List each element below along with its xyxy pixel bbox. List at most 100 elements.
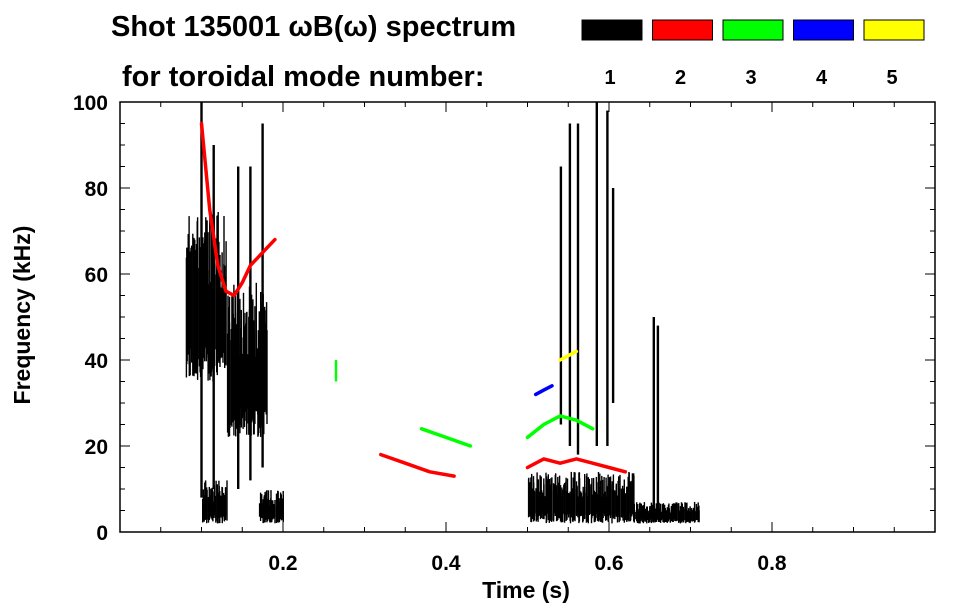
mode-1-feature-1-stroke-2 <box>227 307 230 437</box>
mode-1-feature-5-stroke-5 <box>637 509 639 523</box>
mode-1-feature-4-stroke-88 <box>582 486 584 518</box>
y-tick-label-0: 0 <box>96 522 108 545</box>
mode-1-feature-4-stroke-5 <box>530 482 533 523</box>
mode-1-feature-4-stroke-136 <box>612 474 615 519</box>
mode-1-feature-1-stroke-51 <box>258 311 260 429</box>
series-mode-4 <box>533 384 554 397</box>
mode-1-feature-3-stroke-38 <box>282 491 284 523</box>
mode-1-feature-4-stroke-33 <box>548 479 550 523</box>
mode-1-feature-1-stroke-26 <box>242 292 245 416</box>
mode-1-feature-0-stroke-3 <box>187 234 189 355</box>
mode-1-feature-4-stroke-26 <box>544 496 546 516</box>
mode-1-feature-4-stroke-23 <box>542 493 544 519</box>
mode-1-feature-4-stroke-130 <box>608 477 610 516</box>
mode-1-feature-4-stroke-149 <box>621 488 623 518</box>
mode-1-feature-4-stroke-125 <box>605 496 608 520</box>
mode-1-feature-15 <box>606 110 609 446</box>
mode-1-feature-13 <box>559 166 563 425</box>
mode-1-feature-3-stroke-0 <box>258 503 261 517</box>
mode-1-feature-4-stroke-1 <box>528 477 530 514</box>
mode-1-feature-1-stroke-45 <box>254 306 256 424</box>
mode-1-feature-4-stroke-2 <box>529 482 531 517</box>
x-tick-label-0.8: 0.8 <box>757 552 787 575</box>
y-tick-label-40: 40 <box>85 350 108 373</box>
mode-1-feature-0-stroke-52 <box>218 241 220 363</box>
mode-1-feature-3-stroke-35 <box>280 494 282 521</box>
x-tick-label-0.2: 0.2 <box>268 552 297 575</box>
mode-1-feature-5-stroke-43 <box>660 511 663 521</box>
mode-1-feature-4-stroke-79 <box>577 496 579 518</box>
mode-1-feature-2-stroke-20 <box>214 495 216 518</box>
mode-1-feature-1-stroke-61 <box>264 322 267 410</box>
mode-1-feature-0-stroke-10 <box>192 233 194 376</box>
mode-1-feature-5-stroke-23 <box>647 512 650 522</box>
mode-1-feature-5-stroke-68 <box>676 508 678 521</box>
mode-1-feature-4-stroke-156 <box>624 493 627 521</box>
mode-1-feature-4-stroke-82 <box>578 472 581 522</box>
mode-1-feature-3-stroke-19 <box>271 500 273 523</box>
mode-1-feature-4-stroke-50 <box>558 475 561 519</box>
mode-1-feature-1-stroke-21 <box>239 298 241 434</box>
mode-1-feature-3-stroke-23 <box>273 504 275 519</box>
mode-1-feature-5-stroke-57 <box>669 512 671 523</box>
x-axis-title: Time (s) <box>482 577 570 603</box>
mode-1-feature-2-stroke-1 <box>202 489 204 522</box>
mode-1-feature-4-stroke-162 <box>628 472 630 514</box>
y-tick-label-100: 100 <box>73 92 108 115</box>
mode-1-feature-0-stroke-31 <box>205 217 207 348</box>
mode-1-feature-10 <box>261 123 264 468</box>
mode-1-feature-5-stroke-18 <box>645 512 647 522</box>
mode-1-feature-0-stroke-28 <box>203 243 205 358</box>
mode-1-feature-4-stroke-38 <box>551 477 553 521</box>
mode-1-feature-5-stroke-97 <box>694 511 696 522</box>
series-mode-1 <box>185 102 700 524</box>
mode-1-feature-4-stroke-102 <box>591 478 593 519</box>
mode-1-feature-4-stroke-96 <box>587 477 589 524</box>
x-tick-label-0.4: 0.4 <box>431 552 461 575</box>
mode-1-feature-4-stroke-78 <box>576 487 578 514</box>
mode-1-feature-3-stroke-16 <box>269 499 271 523</box>
mode-1-feature-2-stroke-29 <box>220 495 222 518</box>
mode-1-feature-2-stroke-22 <box>215 480 217 517</box>
mode-1-feature-5-stroke-89 <box>689 506 691 524</box>
mode-1-feature-7 <box>212 145 215 489</box>
chart-title-line2: for toroidal mode number: <box>122 61 485 93</box>
series-mode-3 <box>334 360 595 448</box>
mode-1-feature-0-stroke-64 <box>225 241 227 366</box>
mode-1-feature-4-stroke-72 <box>572 477 574 522</box>
mode-1-feature-3-stroke-18 <box>270 490 272 523</box>
mode-1-feature-5-stroke-49 <box>664 508 666 522</box>
mode-2-feature-0 <box>199 121 277 298</box>
mode-1-feature-5-stroke-35 <box>655 506 658 522</box>
legend-swatch-mode-3 <box>722 19 784 41</box>
legend-swatch-mode-1 <box>581 19 643 41</box>
mode-1-feature-1-stroke-16 <box>236 324 238 429</box>
mode-1-feature-4-stroke-69 <box>570 471 572 518</box>
mode-1-feature-0-stroke-30 <box>204 240 206 362</box>
mode-1-feature-4-stroke-167 <box>631 473 634 515</box>
mode-1-feature-0-stroke-35 <box>207 270 209 358</box>
mode-1-feature-0-stroke-33 <box>206 220 208 355</box>
mode-1-feature-1-stroke-33 <box>247 354 249 424</box>
y-tick-label-80: 80 <box>85 178 108 201</box>
mode-1-feature-2-stroke-38 <box>226 480 228 521</box>
series-mode-5 <box>558 349 579 362</box>
mode-1-feature-16 <box>611 188 615 403</box>
mode-1-feature-4-stroke-164 <box>630 482 632 521</box>
mode-1-feature-2-stroke-5 <box>204 480 207 520</box>
mode-1-feature-4-stroke-107 <box>594 492 596 521</box>
legend-swatch-mode-5 <box>863 19 925 41</box>
mode-1-feature-9 <box>249 166 252 481</box>
mode-1-feature-0-stroke-14 <box>194 289 196 374</box>
mode-1-feature-2-stroke-9 <box>207 496 210 523</box>
mode-1-feature-0-stroke-50 <box>216 215 218 376</box>
mode-1-feature-4-stroke-32 <box>547 487 550 518</box>
mode-1-feature-3-stroke-5 <box>262 499 264 524</box>
mode-1-feature-3-stroke-34 <box>279 492 282 520</box>
chart-title-line1: Shot 135001 ωB(ω) spectrum <box>111 11 516 43</box>
axis-ticks <box>120 101 935 533</box>
mode-1-feature-1-stroke-50 <box>257 330 259 436</box>
mode-3-feature-2 <box>334 360 338 382</box>
mode-1-feature-5-stroke-37 <box>657 503 659 520</box>
x-tick-label-0.6: 0.6 <box>594 552 623 575</box>
